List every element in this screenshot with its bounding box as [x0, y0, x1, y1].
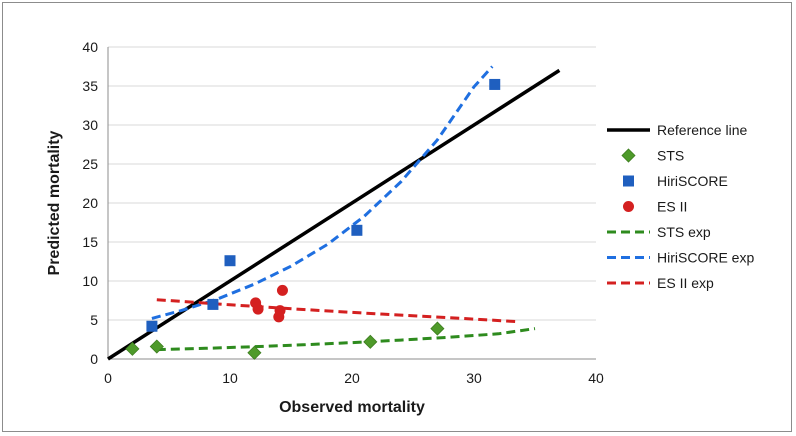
- legend-reference-line-label: Reference line: [657, 122, 747, 138]
- series-es-ii-point: [252, 303, 264, 315]
- legend-hiriscore-exp-label: HiriSCORE exp: [657, 250, 754, 266]
- axes: [107, 47, 596, 360]
- legend-sts-label: STS: [657, 148, 684, 164]
- x-tick-label: 10: [222, 370, 238, 386]
- y-axis-title: Predicted mortality: [46, 130, 63, 275]
- legend-es-ii-label: ES II: [657, 199, 687, 215]
- y-tick-label: 30: [82, 117, 98, 133]
- legend-hiriscore-label: HiriSCORE: [657, 173, 728, 189]
- y-tick-label: 15: [82, 234, 98, 250]
- legend-es-ii-exp-label: ES II exp: [657, 275, 714, 291]
- series-reference-line-line: [107, 68, 561, 361]
- y-tick-label: 0: [90, 351, 98, 367]
- y-tick-label: 5: [90, 312, 98, 328]
- x-axis-title: Observed mortality: [279, 399, 425, 416]
- series-hiriscore-point: [489, 78, 501, 90]
- y-tick-label: 35: [82, 78, 98, 94]
- chart-frame: [2, 2, 792, 432]
- x-tick-label: 20: [344, 370, 360, 386]
- y-tick-label: 25: [82, 156, 98, 172]
- legend: Reference line STS HiriSCORE ES II STS exp Hi…: [607, 122, 754, 291]
- series-sts-exp-line: [156, 327, 536, 352]
- y-tick-label: 20: [82, 195, 98, 211]
- series-hiriscore-point: [146, 320, 158, 332]
- legend-sts-swatch: [621, 148, 636, 163]
- series-es-ii-point: [276, 284, 288, 296]
- x-tick-label: 40: [588, 370, 604, 386]
- series-es-ii-point: [274, 305, 286, 317]
- x-tick-label: 30: [466, 370, 482, 386]
- series-sts-point: [149, 339, 164, 354]
- series-sts-point: [363, 334, 378, 349]
- legend-hiriscore-swatch: [623, 175, 634, 187]
- series-hiriscore-exp-line: [151, 65, 494, 320]
- series-hiriscore-point: [351, 224, 363, 236]
- x-tick-label: 0: [104, 370, 112, 386]
- series-sts-point: [430, 321, 445, 336]
- y-tick-label: 10: [82, 273, 98, 289]
- plot-area: [107, 65, 561, 361]
- gridlines: [108, 46, 596, 321]
- series-hiriscore-point: [224, 255, 236, 267]
- series-sts-point: [247, 345, 262, 360]
- series-sts-point: [125, 341, 140, 356]
- series-hiriscore-point: [207, 298, 219, 310]
- tick-labels: 0 10 20 30 40 0 5 10 15 20 25 30 35 40: [82, 39, 604, 386]
- legend-sts-exp-label: STS exp: [657, 224, 711, 240]
- legend-es-ii-swatch: [623, 201, 634, 212]
- y-tick-label: 40: [82, 39, 98, 55]
